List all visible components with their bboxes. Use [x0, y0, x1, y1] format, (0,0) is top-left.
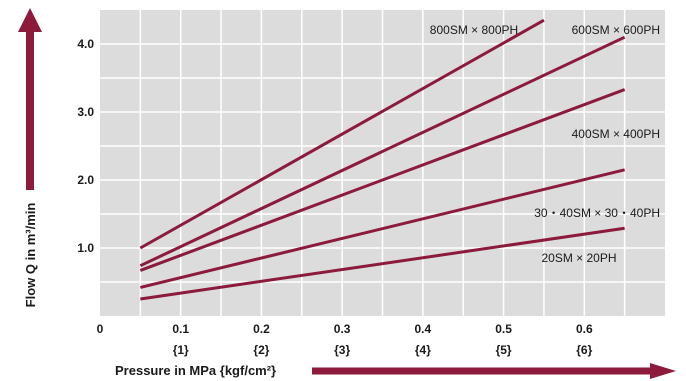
y-axis-label: Flow Q in m³/min — [23, 203, 38, 308]
x-tick-sublabel-6: {6} — [576, 343, 592, 357]
series-line-4 — [140, 226, 625, 301]
series-label-0: 800SM × 800PH — [430, 23, 518, 37]
x-tick-label-3: 0.3 — [334, 322, 351, 336]
series-label-3: 30・40SM × 30・40PH — [534, 206, 660, 220]
y-tick-label-1: 2.0 — [77, 173, 94, 187]
series-line-2 — [139, 88, 626, 272]
series-lines — [139, 18, 626, 301]
x-tick-label-0: 0 — [97, 322, 104, 336]
series-line-3 — [140, 168, 625, 289]
x-tick-sublabel-5: {5} — [496, 343, 512, 357]
y-tick-label-0: 1.0 — [77, 241, 94, 255]
series-label-1: 600SM × 600PH — [572, 23, 660, 37]
x-tick-sublabel-4: {4} — [415, 343, 431, 357]
y-axis-title-group: Flow Q in m³/min — [18, 8, 42, 307]
x-axis-ticks: 0 0.1 {1} 0.2 {2} 0.3 {3} 0.4 {4} 0.5 {5} 0.6 {6} — [97, 322, 593, 357]
x-tick-label-1: 0.1 — [172, 322, 189, 336]
x-tick-sublabel-3: {3} — [334, 343, 350, 357]
y-axis-arrow-head — [18, 8, 42, 32]
y-tick-label-3: 4.0 — [77, 37, 94, 51]
grid-lines — [100, 10, 665, 316]
series-line-1 — [139, 35, 626, 268]
y-axis-ticks: 1.0 2.0 3.0 4.0 — [77, 37, 94, 255]
x-tick-label-2: 0.2 — [253, 322, 270, 336]
x-tick-label-6: 0.6 — [576, 322, 593, 336]
x-tick-label-5: 0.5 — [495, 322, 512, 336]
x-axis-title-group: Pressure in MPa {kgf/cm²} — [115, 363, 676, 379]
y-tick-label-2: 3.0 — [77, 105, 94, 119]
x-tick-sublabel-1: {1} — [173, 343, 189, 357]
series-label-2: 400SM × 400PH — [572, 127, 660, 141]
series-labels: 800SM × 800PH 600SM × 600PH 400SM × 400PH 3… — [430, 23, 660, 265]
x-axis-label: Pressure in MPa {kgf/cm²} — [115, 363, 276, 378]
x-tick-sublabel-2: {2} — [253, 343, 269, 357]
series-label-4: 20SM × 20PH — [541, 251, 616, 265]
series-line-0 — [139, 18, 545, 250]
x-tick-label-4: 0.4 — [415, 322, 432, 336]
x-axis-arrow-head — [650, 363, 676, 379]
